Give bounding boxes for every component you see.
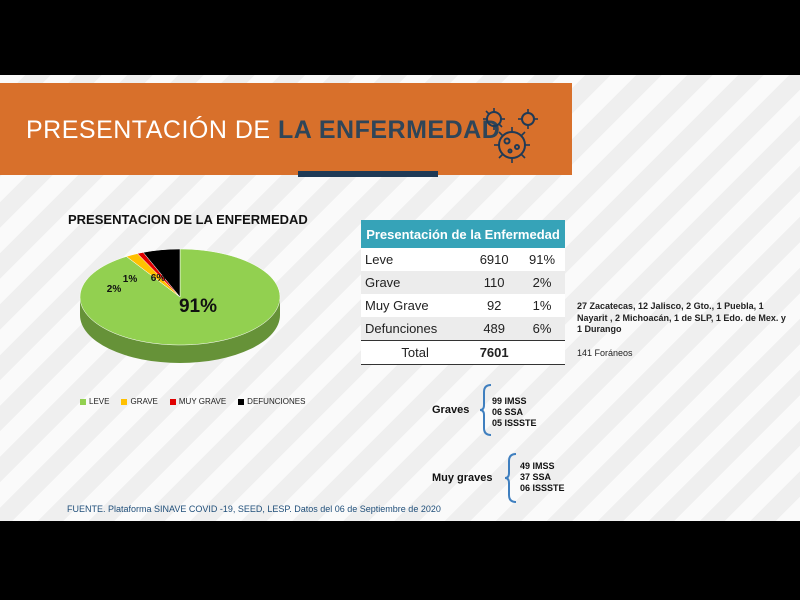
pie-side xyxy=(80,297,280,363)
virus-icon xyxy=(483,108,538,163)
pie-label-grave: 2% xyxy=(107,284,122,295)
table-row: Muy Grave 92 1% xyxy=(365,298,552,313)
table-row: Grave 110 2% xyxy=(361,271,565,294)
list-item: 06 SSA xyxy=(492,407,524,417)
muy-graves-list: 49 IMSS 37 SSA 06 ISSSTE xyxy=(520,461,565,494)
legend-item-grave: GRAVE xyxy=(121,397,158,406)
list-item: 06 ISSSTE xyxy=(520,483,565,493)
muy-graves-label: Muy graves xyxy=(432,472,493,484)
chart-legend: LEVE GRAVE MUY GRAVE DEFUNCIONES xyxy=(80,397,305,406)
source-note: FUENTE. Plataforma SINAVE COVID -19, SEE… xyxy=(67,504,441,514)
table-row: Defunciones 489 6% xyxy=(361,317,565,341)
graves-brace xyxy=(479,384,492,436)
pie-label-muy-grave: 1% xyxy=(123,274,138,285)
legend-swatch xyxy=(80,398,86,405)
list-item: 05 ISSSTE xyxy=(492,418,537,428)
list-item: 49 IMSS xyxy=(520,461,555,471)
pie-label-leve: 91% xyxy=(179,296,217,317)
title-underline xyxy=(298,171,438,177)
muy-graves-brace xyxy=(504,453,517,503)
pie-chart: 91% 2%1% 6% xyxy=(79,248,281,363)
graves-label: Graves xyxy=(432,404,470,416)
list-item: 99 IMSS xyxy=(492,396,527,406)
legend-item-leve: LEVE xyxy=(80,397,109,406)
foraneos-count: 141 Foráneos xyxy=(577,348,633,358)
slide: PRESENTACIÓN DE LA ENFERMEDAD xyxy=(0,75,800,521)
legend-label: GRAVE xyxy=(130,397,158,406)
table-header: Presentación de la Enfermedad xyxy=(361,220,565,248)
chart-title: PRESENTACION DE LA ENFERMEDAD xyxy=(68,212,308,227)
legend-swatch xyxy=(121,398,128,405)
legend-item-defunciones: DEFUNCIONES xyxy=(238,397,305,406)
page-title: PRESENTACIÓN DE LA ENFERMEDAD xyxy=(26,116,501,144)
legend-swatch xyxy=(238,398,245,405)
summary-table: Presentación de la Enfermedad Leve 6910 … xyxy=(361,220,565,365)
graves-list: 99 IMSS 06 SSA 05 ISSSTE xyxy=(492,396,537,429)
table-row: Leve 6910 91% xyxy=(365,252,556,267)
header-banner: PRESENTACIÓN DE LA ENFERMEDAD xyxy=(0,83,572,175)
legend-item-muy-grave: MUY GRAVE xyxy=(169,397,227,406)
pie-label-defunciones: 6% xyxy=(151,273,166,284)
legend-label: LEVE xyxy=(89,397,110,406)
foraneos-breakdown: 27 Zacatecas, 12 Jalisco, 2 Gto., 1 Pueb… xyxy=(577,301,786,334)
list-item: 37 SSA xyxy=(520,472,552,482)
legend-swatch xyxy=(169,398,176,405)
table-total-row: Total 7601 xyxy=(361,340,565,365)
pie-slice-defunciones xyxy=(142,248,181,298)
legend-label: DEFUNCIONES xyxy=(247,397,306,406)
legend-label: MUY GRAVE xyxy=(178,397,227,406)
